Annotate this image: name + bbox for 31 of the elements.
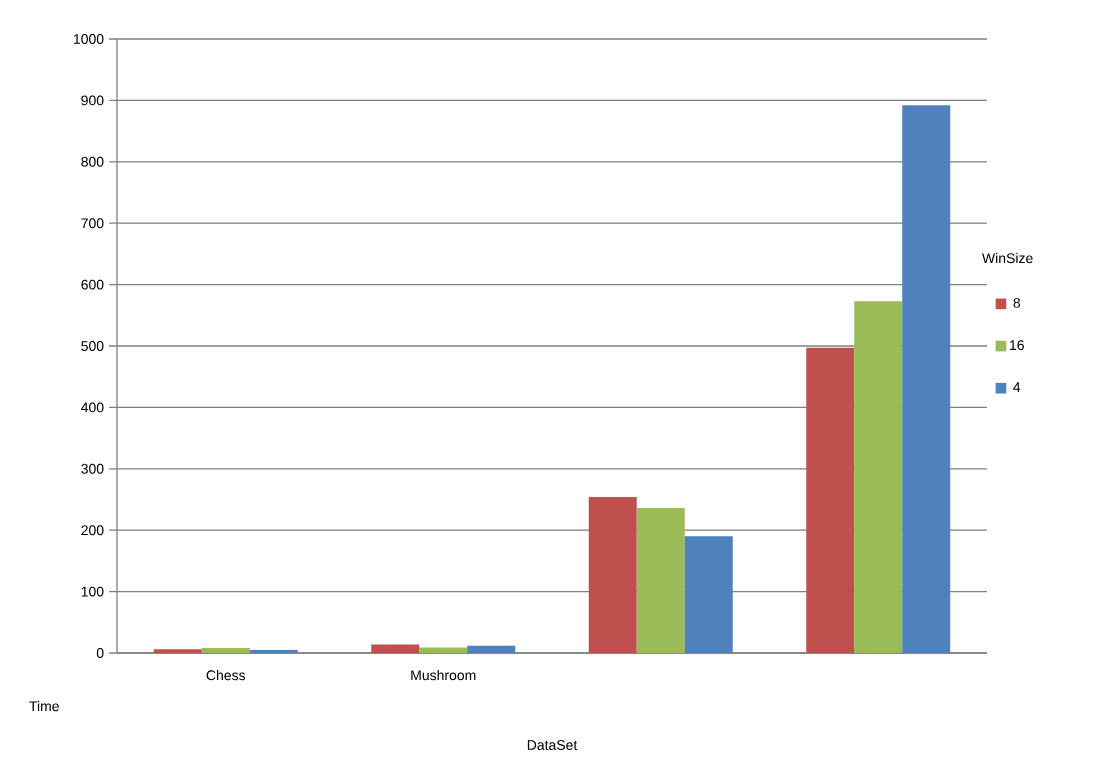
y-tick-label: 700: [81, 218, 104, 229]
legend-title: WinSize: [982, 252, 1033, 264]
bar: [419, 647, 468, 653]
x-tick-label: Chess: [206, 669, 246, 681]
bar: [371, 644, 420, 653]
bar: [249, 649, 298, 653]
bar: [467, 645, 516, 653]
bar: [636, 508, 685, 653]
x-tick-label: Mushroom: [411, 669, 476, 681]
y-tick-label: 800: [81, 156, 104, 167]
y-tick-label: 500: [81, 341, 104, 351]
bar: [684, 536, 733, 653]
bar: [902, 105, 951, 653]
y-tick-label: 100: [81, 586, 104, 597]
bar: [153, 649, 202, 653]
bar: [588, 497, 637, 653]
y-tick-label: 0: [96, 648, 104, 658]
y-tick-label: 200: [81, 525, 104, 536]
bar: [201, 648, 250, 653]
legend-label: 4: [1013, 382, 1021, 392]
x-axis-title: DataSet: [527, 740, 578, 750]
bar: [854, 301, 903, 653]
bar: [806, 347, 855, 653]
y-tick-label: 300: [81, 463, 104, 474]
legend-label: 8: [1013, 297, 1021, 308]
y-tick-label: 600: [81, 279, 104, 290]
legend-label: 16: [1010, 340, 1024, 351]
y-tick-label: 400: [81, 402, 104, 413]
y-tick-label: 1000: [73, 34, 104, 44]
y-axis-title: Time: [29, 700, 59, 712]
y-tick-label: 900: [81, 95, 104, 106]
